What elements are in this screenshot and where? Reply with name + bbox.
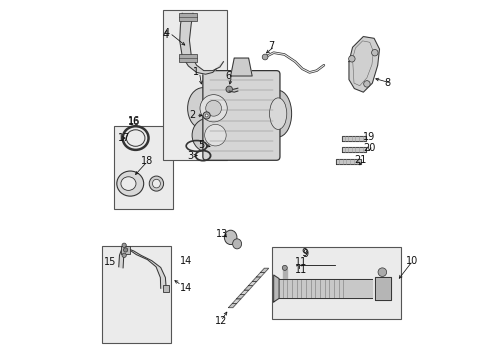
- Ellipse shape: [192, 118, 224, 152]
- Circle shape: [371, 49, 378, 56]
- Text: 10: 10: [406, 256, 418, 266]
- Polygon shape: [245, 286, 253, 290]
- Circle shape: [349, 55, 355, 62]
- Circle shape: [205, 114, 208, 117]
- Bar: [114, 126, 173, 209]
- Circle shape: [123, 248, 128, 252]
- Polygon shape: [119, 247, 166, 288]
- Bar: [163, 285, 169, 292]
- Bar: [179, 54, 196, 62]
- Ellipse shape: [117, 171, 144, 196]
- Polygon shape: [375, 277, 392, 300]
- Polygon shape: [283, 269, 287, 279]
- Bar: [163, 10, 227, 160]
- Circle shape: [200, 95, 227, 122]
- Polygon shape: [248, 282, 257, 286]
- Bar: [122, 246, 130, 253]
- Polygon shape: [241, 290, 249, 294]
- Polygon shape: [342, 136, 366, 141]
- Polygon shape: [252, 277, 261, 282]
- Text: 14: 14: [180, 256, 193, 266]
- Ellipse shape: [224, 230, 237, 244]
- Ellipse shape: [270, 98, 287, 130]
- Circle shape: [122, 243, 126, 247]
- Polygon shape: [228, 303, 237, 308]
- Text: 14: 14: [180, 283, 193, 293]
- Ellipse shape: [265, 90, 292, 137]
- Polygon shape: [231, 58, 252, 76]
- Text: 13: 13: [216, 229, 228, 239]
- Text: 9: 9: [302, 248, 308, 258]
- Circle shape: [205, 125, 226, 146]
- Polygon shape: [342, 147, 366, 152]
- Bar: [101, 246, 172, 343]
- Polygon shape: [337, 159, 361, 164]
- Text: 17: 17: [118, 133, 130, 143]
- Text: 20: 20: [364, 143, 376, 153]
- Ellipse shape: [152, 179, 160, 188]
- Bar: [179, 13, 196, 21]
- Text: 5: 5: [198, 140, 205, 150]
- Text: 9: 9: [302, 248, 309, 258]
- Ellipse shape: [188, 87, 218, 129]
- Text: 11: 11: [295, 257, 307, 267]
- FancyBboxPatch shape: [203, 71, 280, 160]
- Text: 4: 4: [163, 28, 170, 38]
- Text: 12: 12: [215, 316, 227, 326]
- Bar: [272, 247, 401, 319]
- Circle shape: [262, 54, 268, 60]
- Text: 3: 3: [188, 150, 194, 161]
- Text: 19: 19: [364, 132, 376, 142]
- Circle shape: [203, 112, 210, 119]
- Polygon shape: [180, 13, 223, 74]
- Text: 2: 2: [190, 111, 196, 121]
- Polygon shape: [274, 275, 279, 302]
- Circle shape: [226, 86, 232, 93]
- Ellipse shape: [149, 176, 164, 191]
- Circle shape: [122, 253, 126, 257]
- Text: 4: 4: [163, 30, 169, 40]
- Polygon shape: [237, 294, 245, 299]
- Ellipse shape: [121, 177, 136, 190]
- Text: 16: 16: [128, 117, 141, 127]
- Ellipse shape: [233, 239, 242, 249]
- Text: 21: 21: [354, 155, 367, 165]
- Text: 6: 6: [225, 71, 231, 81]
- Circle shape: [206, 100, 221, 116]
- Text: 11: 11: [295, 265, 307, 275]
- Polygon shape: [232, 299, 241, 303]
- Circle shape: [378, 268, 387, 276]
- Circle shape: [282, 265, 287, 270]
- Polygon shape: [256, 273, 265, 277]
- Polygon shape: [279, 279, 372, 298]
- Text: 1: 1: [193, 67, 199, 77]
- Polygon shape: [260, 268, 269, 273]
- Text: 16: 16: [128, 116, 141, 126]
- Circle shape: [364, 81, 370, 87]
- Text: 15: 15: [104, 257, 117, 267]
- Polygon shape: [349, 37, 379, 92]
- Text: 7: 7: [269, 41, 274, 51]
- Text: 18: 18: [141, 156, 153, 166]
- Text: 8: 8: [385, 78, 391, 88]
